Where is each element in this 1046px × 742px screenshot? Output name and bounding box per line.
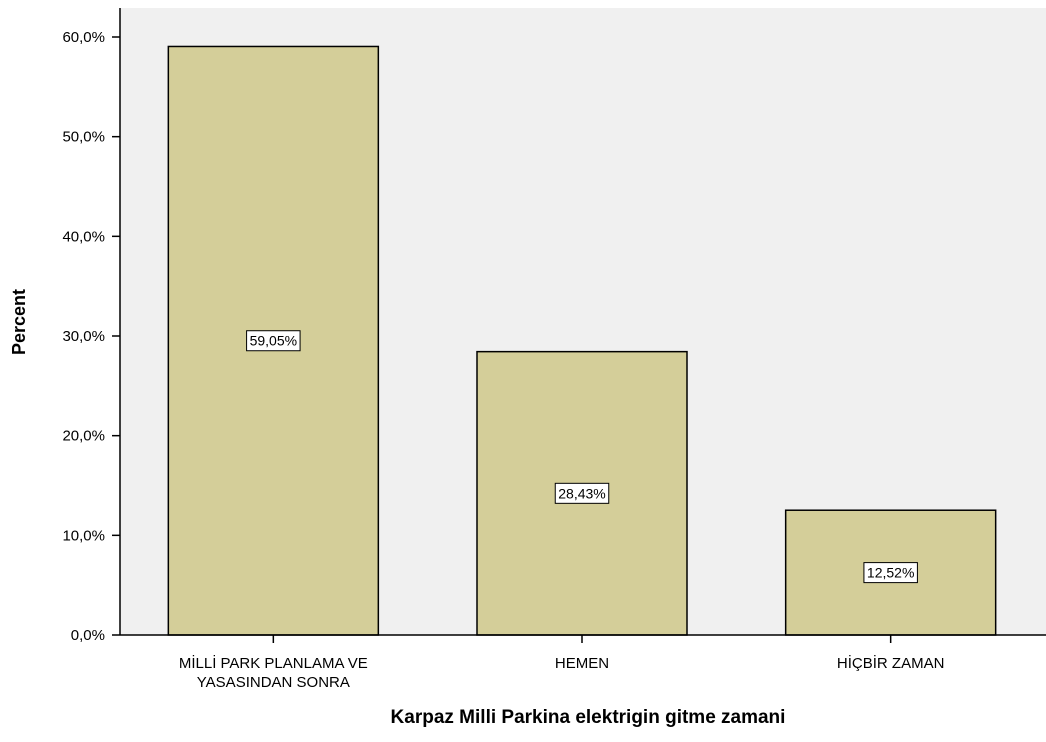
data-label-box [246,330,301,352]
data-label: 12,52% [867,565,914,581]
data-label: 28,43% [558,485,605,501]
y-tick-label: 30,0% [62,328,105,345]
data-label-box [863,562,918,584]
y-axis-title: Percent [9,289,29,355]
x-axis-title: Karpaz Milli Parkina elektrigin gitme za… [391,707,786,728]
x-tick-label-line: MİLLİ PARK PLANLAMA VE [179,654,368,672]
axes-layer: MİLLİ PARK PLANLAMA VE YASASINDAN SONRA HE… [62,8,1046,691]
x-tick-label-line: YASASINDAN SONRA [197,674,350,691]
x-tick-label-line: HİÇBİR ZAMAN [837,654,945,672]
data-label-box [554,482,610,504]
labels-layer: 59,05% 28,43% 12,52% [246,330,918,584]
y-tick-label: 10,0% [62,527,105,544]
y-tick-label: 20,0% [62,428,105,445]
y-tick-label: 40,0% [62,228,105,245]
y-tick-label: 0,0% [71,627,105,644]
data-label: 59,05% [250,333,297,349]
x-tick-label-line: HEMEN [555,655,609,672]
x-tick-label: HİÇBİR ZAMAN [837,654,945,672]
x-tick-label: MİLLİ PARK PLANLAMA VE YASASINDAN SONRA [179,654,368,691]
x-tick-label: HEMEN [555,655,609,672]
y-tick-label: 50,0% [62,129,105,146]
y-tick-label: 60,0% [62,29,105,46]
